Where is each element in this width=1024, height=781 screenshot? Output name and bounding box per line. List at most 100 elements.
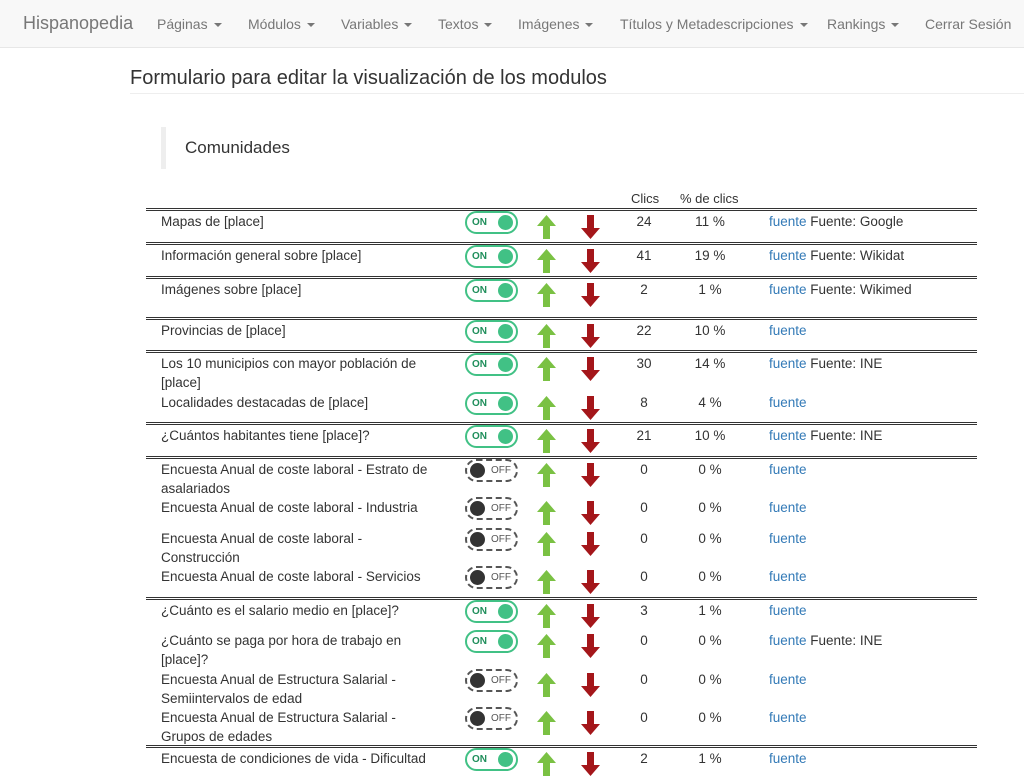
nav-rankings[interactable]: Rankings	[827, 16, 900, 32]
visibility-toggle[interactable]: ON	[465, 630, 518, 653]
move-down-arrow-icon[interactable]	[581, 604, 600, 628]
move-up-arrow-icon[interactable]	[537, 324, 556, 348]
module-name: ¿Cuánto es el salario medio en [place]?	[161, 603, 399, 618]
move-down-arrow-icon[interactable]	[581, 324, 600, 348]
move-down-arrow-icon[interactable]	[581, 570, 600, 594]
source-link[interactable]: fuente	[769, 323, 807, 338]
caret-down-icon	[213, 23, 222, 28]
move-down-arrow-icon[interactable]	[581, 429, 600, 453]
nav-modulos[interactable]: Módulos	[248, 16, 315, 32]
move-down-arrow-icon[interactable]	[581, 249, 600, 273]
nav-variables[interactable]: Variables	[341, 16, 413, 32]
move-down-arrow-icon[interactable]	[581, 532, 600, 556]
source-link[interactable]: fuente	[769, 428, 807, 443]
nav-textos[interactable]: Textos	[438, 16, 493, 32]
visibility-toggle[interactable]: ON	[465, 211, 518, 234]
toggle-knob	[470, 673, 485, 688]
move-up-arrow-icon[interactable]	[537, 634, 556, 658]
module-name: ¿Cuánto se paga por hora de trabajo en […	[161, 633, 402, 667]
move-up-arrow-icon[interactable]	[537, 752, 556, 776]
clicks-percent: 0 %	[698, 710, 722, 725]
source-link[interactable]: fuente	[769, 751, 807, 766]
source-link[interactable]: fuente	[769, 282, 807, 297]
visibility-toggle[interactable]: ON	[465, 245, 518, 268]
nav-titulos[interactable]: Títulos y Metadescripciones	[620, 16, 808, 32]
nav-cerrar-sesion[interactable]: Cerrar Sesión	[925, 16, 1011, 32]
nav-imagenes[interactable]: Imágenes	[518, 16, 594, 32]
toggle-knob	[498, 215, 513, 230]
move-up-arrow-icon[interactable]	[537, 357, 556, 381]
move-down-arrow-icon[interactable]	[581, 752, 600, 776]
source-cell: fuente	[769, 460, 929, 479]
visibility-toggle[interactable]: ON	[465, 279, 518, 302]
toggle-knob	[470, 570, 485, 585]
move-down-arrow-icon[interactable]	[581, 711, 600, 735]
move-down-arrow-icon[interactable]	[581, 215, 600, 239]
source-link[interactable]: fuente	[769, 531, 807, 546]
toggle-label: ON	[472, 636, 487, 647]
move-up-arrow-icon[interactable]	[537, 429, 556, 453]
toggle-label: OFF	[491, 503, 511, 514]
source-text: Fuente: INE	[806, 633, 883, 648]
source-link[interactable]: fuente	[769, 569, 807, 584]
nav-paginas[interactable]: Páginas	[157, 16, 222, 32]
move-up-arrow-icon[interactable]	[537, 249, 556, 273]
move-down-arrow-icon[interactable]	[581, 357, 600, 381]
clicks-percent: 14 %	[694, 356, 726, 371]
group-divider	[146, 456, 977, 459]
brand-link[interactable]: Hispanopedia	[23, 13, 134, 33]
source-link[interactable]: fuente	[769, 248, 807, 263]
visibility-toggle[interactable]: OFF	[465, 566, 518, 589]
move-down-arrow-icon[interactable]	[581, 673, 600, 697]
toggle-label: ON	[472, 431, 487, 442]
group-divider	[146, 422, 977, 425]
source-link[interactable]: fuente	[769, 214, 807, 229]
move-up-arrow-icon[interactable]	[537, 532, 556, 556]
visibility-toggle[interactable]: OFF	[465, 528, 518, 551]
source-link[interactable]: fuente	[769, 356, 807, 371]
move-up-arrow-icon[interactable]	[537, 396, 556, 420]
source-link[interactable]: fuente	[769, 603, 807, 618]
group-divider	[146, 745, 977, 748]
source-cell: fuente Fuente: INE	[769, 354, 929, 373]
move-down-arrow-icon[interactable]	[581, 634, 600, 658]
source-cell: fuente	[769, 749, 929, 768]
visibility-toggle[interactable]: OFF	[465, 459, 518, 482]
move-up-arrow-icon[interactable]	[537, 215, 556, 239]
source-link[interactable]: fuente	[769, 462, 807, 477]
visibility-toggle[interactable]: OFF	[465, 707, 518, 730]
move-up-arrow-icon[interactable]	[537, 463, 556, 487]
source-link[interactable]: fuente	[769, 500, 807, 515]
clicks-count: 2	[640, 282, 648, 297]
clicks-count: 0	[640, 531, 648, 546]
visibility-toggle[interactable]: ON	[465, 353, 518, 376]
visibility-toggle[interactable]: ON	[465, 320, 518, 343]
visibility-toggle[interactable]: ON	[465, 392, 518, 415]
move-up-arrow-icon[interactable]	[537, 711, 556, 735]
source-link[interactable]: fuente	[769, 710, 807, 725]
move-down-arrow-icon[interactable]	[581, 283, 600, 307]
source-cell: fuente Fuente: INE	[769, 631, 929, 650]
move-down-arrow-icon[interactable]	[581, 501, 600, 525]
module-name: Encuesta Anual de coste laboral - Estrat…	[161, 462, 428, 496]
module-name: Provincias de [place]	[161, 323, 286, 338]
visibility-toggle[interactable]: ON	[465, 425, 518, 448]
caret-down-icon	[799, 23, 808, 28]
move-up-arrow-icon[interactable]	[537, 604, 556, 628]
visibility-toggle[interactable]: ON	[465, 600, 518, 623]
visibility-toggle[interactable]: OFF	[465, 669, 518, 692]
move-down-arrow-icon[interactable]	[581, 396, 600, 420]
visibility-toggle[interactable]: OFF	[465, 497, 518, 520]
move-up-arrow-icon[interactable]	[537, 283, 556, 307]
source-cell: fuente	[769, 321, 929, 340]
move-up-arrow-icon[interactable]	[537, 673, 556, 697]
source-link[interactable]: fuente	[769, 395, 807, 410]
move-up-arrow-icon[interactable]	[537, 570, 556, 594]
source-link[interactable]: fuente	[769, 633, 807, 648]
move-down-arrow-icon[interactable]	[581, 463, 600, 487]
toggle-label: ON	[472, 754, 487, 765]
source-link[interactable]: fuente	[769, 672, 807, 687]
move-up-arrow-icon[interactable]	[537, 501, 556, 525]
toggle-label: OFF	[491, 713, 511, 724]
column-header-pct: % de clics	[680, 191, 739, 206]
